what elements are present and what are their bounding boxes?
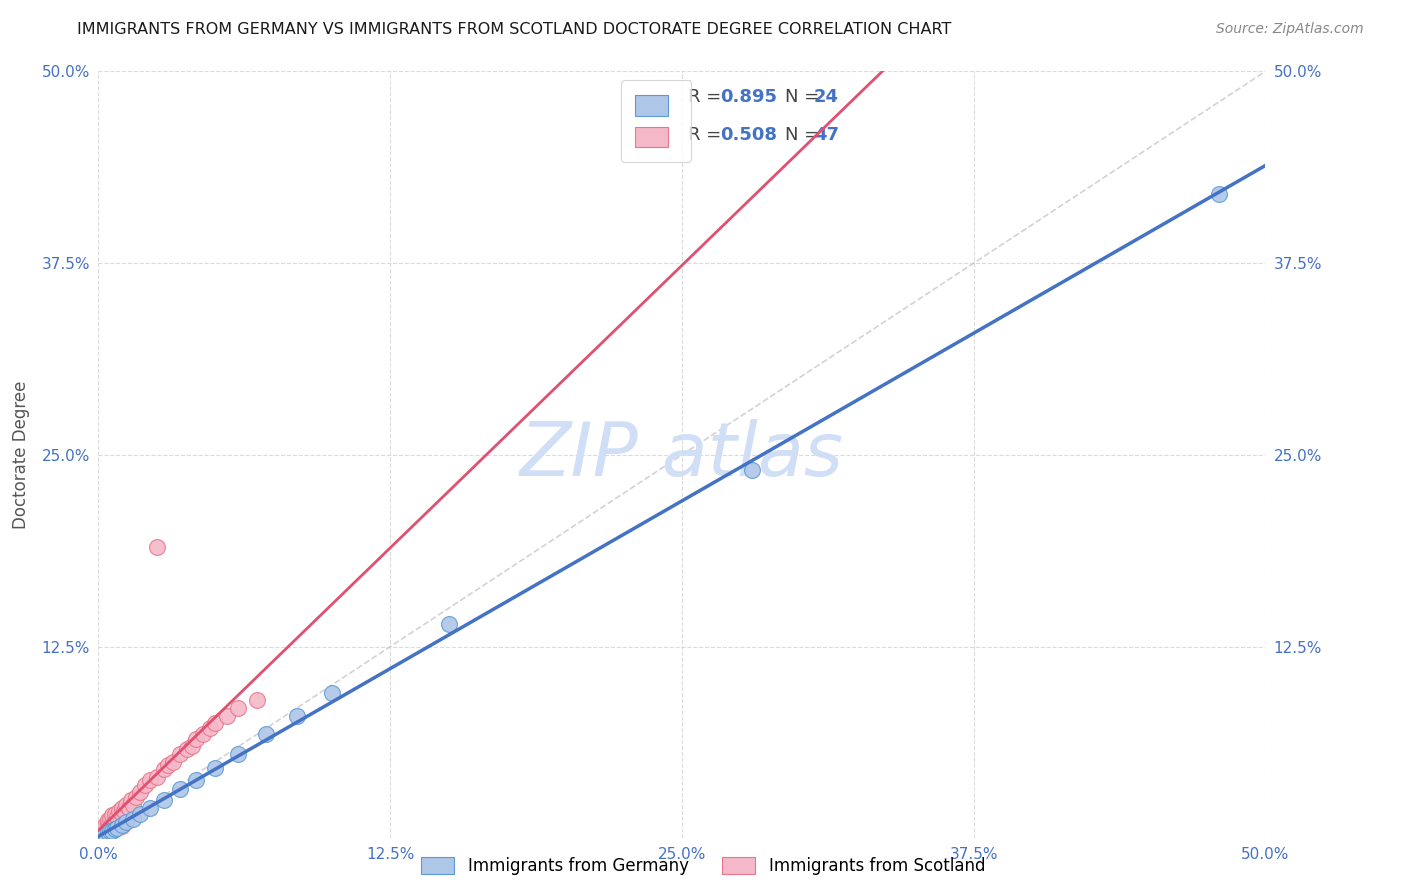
Point bbox=[94, 821, 117, 835]
Text: 0.508: 0.508 bbox=[720, 126, 778, 144]
Point bbox=[118, 801, 141, 815]
Point bbox=[228, 747, 250, 761]
Point bbox=[180, 739, 202, 754]
Point bbox=[285, 708, 308, 723]
Point bbox=[157, 757, 180, 772]
Text: ZIP atlas: ZIP atlas bbox=[520, 419, 844, 491]
Point bbox=[111, 801, 134, 815]
Point bbox=[1208, 187, 1230, 202]
Text: 24: 24 bbox=[814, 87, 839, 105]
Point bbox=[186, 773, 208, 788]
Point bbox=[97, 813, 120, 827]
Point bbox=[139, 801, 162, 815]
Point bbox=[98, 819, 121, 833]
Point bbox=[112, 804, 135, 818]
Legend: , : , bbox=[621, 80, 692, 161]
Point bbox=[152, 763, 174, 777]
Point bbox=[162, 755, 184, 769]
Point bbox=[204, 761, 226, 775]
Point bbox=[152, 793, 174, 807]
Point bbox=[204, 716, 226, 731]
Point bbox=[169, 747, 191, 761]
Point bbox=[91, 829, 114, 843]
Text: IMMIGRANTS FROM GERMANY VS IMMIGRANTS FROM SCOTLAND DOCTORATE DEGREE CORRELATION: IMMIGRANTS FROM GERMANY VS IMMIGRANTS FR… bbox=[77, 22, 952, 37]
Legend: Immigrants from Germany, Immigrants from Scotland: Immigrants from Germany, Immigrants from… bbox=[412, 849, 994, 884]
Point bbox=[741, 463, 763, 477]
Y-axis label: Doctorate Degree: Doctorate Degree bbox=[13, 381, 31, 529]
Point bbox=[101, 816, 124, 830]
Point bbox=[134, 778, 156, 792]
Point bbox=[115, 797, 138, 812]
Point bbox=[437, 616, 460, 631]
Point bbox=[97, 816, 120, 830]
Point bbox=[97, 822, 120, 837]
Point bbox=[97, 825, 120, 839]
Point bbox=[90, 830, 112, 844]
Point bbox=[91, 822, 114, 837]
Point bbox=[105, 821, 128, 835]
Point bbox=[256, 727, 278, 741]
Point bbox=[104, 822, 127, 837]
Text: R =: R = bbox=[688, 87, 727, 105]
Text: R =: R = bbox=[688, 126, 727, 144]
Point bbox=[94, 825, 117, 839]
Point bbox=[120, 793, 142, 807]
Point bbox=[90, 827, 112, 841]
Point bbox=[169, 782, 191, 797]
Point bbox=[200, 721, 222, 735]
Point bbox=[129, 785, 152, 799]
Point bbox=[146, 770, 169, 784]
Text: 0.895: 0.895 bbox=[720, 87, 778, 105]
Point bbox=[176, 742, 198, 756]
Point bbox=[246, 693, 269, 707]
Text: 47: 47 bbox=[814, 126, 839, 144]
Point bbox=[94, 827, 117, 841]
Point bbox=[104, 806, 127, 821]
Point bbox=[94, 818, 117, 832]
Point bbox=[90, 829, 112, 843]
Point bbox=[101, 808, 124, 822]
Text: Source: ZipAtlas.com: Source: ZipAtlas.com bbox=[1216, 22, 1364, 37]
Point bbox=[228, 701, 250, 715]
Point bbox=[98, 823, 121, 838]
Point bbox=[122, 812, 145, 826]
Text: N =: N = bbox=[785, 87, 824, 105]
Point bbox=[98, 812, 121, 826]
Point bbox=[111, 819, 134, 833]
Point bbox=[125, 790, 148, 805]
Point bbox=[215, 708, 238, 723]
Point bbox=[104, 813, 127, 827]
Point bbox=[115, 814, 138, 829]
Text: N =: N = bbox=[785, 126, 824, 144]
Point bbox=[91, 823, 114, 838]
Point bbox=[105, 810, 128, 824]
Point bbox=[108, 804, 131, 818]
Point bbox=[111, 818, 134, 832]
Point bbox=[101, 823, 124, 838]
Point bbox=[90, 830, 112, 844]
Point bbox=[91, 827, 114, 841]
Point bbox=[129, 806, 152, 821]
Point bbox=[122, 797, 145, 812]
Point bbox=[186, 731, 208, 746]
Point bbox=[139, 773, 162, 788]
Point bbox=[193, 727, 215, 741]
Point bbox=[146, 540, 169, 554]
Point bbox=[321, 686, 343, 700]
Point bbox=[111, 806, 134, 821]
